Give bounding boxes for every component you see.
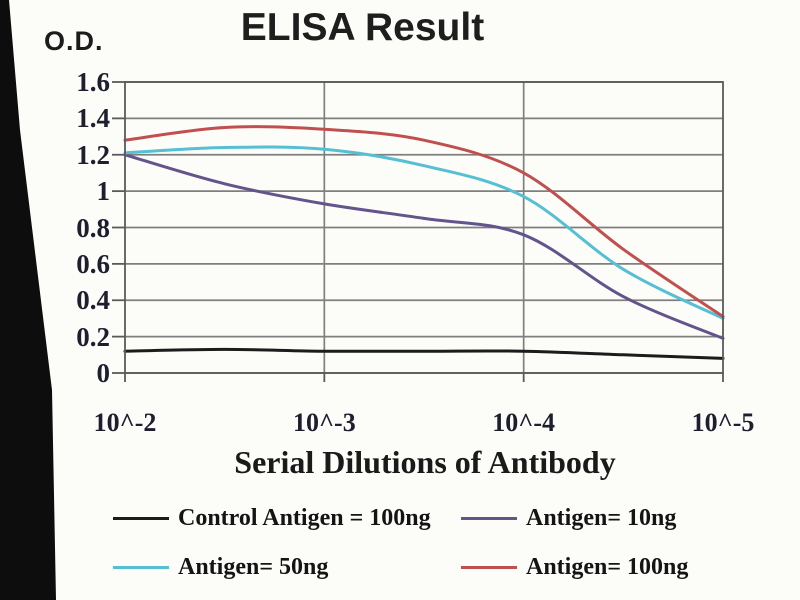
y-tick-label: 1.2 (76, 139, 110, 170)
legend-label: Antigen= 50ng (178, 553, 329, 580)
legend-label: Antigen= 100ng (526, 553, 689, 580)
legend-label: Antigen= 10ng (526, 504, 677, 531)
y-tick-label: 0.6 (76, 248, 110, 279)
legend-line-swatch (461, 565, 517, 569)
chart-title: ELISA Result (240, 6, 485, 49)
series-line-antigen-10ng (123, 153, 725, 340)
legend-item-control-antigen-100ng: Control Antigen = 100ng (113, 503, 461, 533)
chart-legend: Control Antigen = 100ng Antigen= 10ng Anti… (113, 503, 688, 582)
y-tick-label: 1.6 (76, 67, 110, 97)
y-axis-unit-label: O.D. (44, 26, 104, 56)
x-tick-label: 10^-4 (492, 408, 556, 437)
y-tick-label: 1 (96, 176, 111, 207)
y-tick-label: 1.4 (76, 103, 110, 134)
legend-line-swatch (113, 565, 169, 569)
series-line-antigen-50ng (123, 145, 725, 320)
y-tick-label: 0 (96, 358, 111, 388)
legend-item-antigen-10ng: Antigen= 10ng (461, 503, 688, 533)
series-line-control-antigen-100ng (123, 347, 725, 360)
legend-item-antigen-50ng: Antigen= 50ng (113, 552, 461, 582)
legend-line-swatch (113, 516, 169, 520)
x-axis-title: Serial Dilutions of Antibody (234, 444, 616, 480)
series-line-antigen-100ng (123, 125, 725, 319)
y-tick-label: 0.2 (76, 321, 110, 352)
plot-border (124, 81, 724, 374)
legend-line-swatch (461, 516, 517, 520)
legend-label: Control Antigen = 100ng (178, 504, 431, 531)
y-tick-label: 0.4 (76, 285, 110, 316)
x-tick-label: 10^-5 (691, 408, 755, 437)
legend-item-antigen-100ng: Antigen= 100ng (461, 552, 688, 582)
x-tick-label: 10^-3 (292, 408, 356, 437)
x-tick-label: 10^-2 (93, 408, 157, 437)
y-tick-label: 0.8 (76, 212, 110, 243)
